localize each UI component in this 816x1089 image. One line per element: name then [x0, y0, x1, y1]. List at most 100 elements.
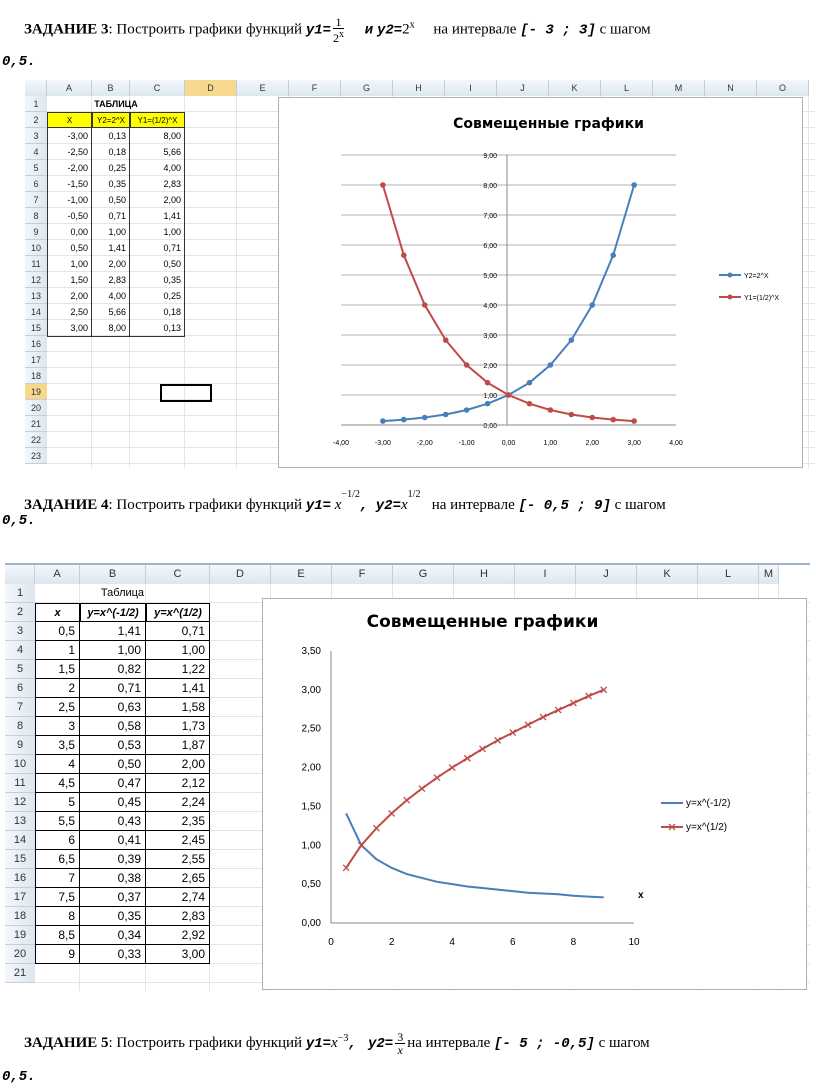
- row-header-8[interactable]: 8: [25, 208, 47, 224]
- column-header-O[interactable]: O: [757, 80, 809, 96]
- row-header-11[interactable]: 11: [5, 774, 35, 793]
- data-point: [442, 337, 449, 343]
- row-header-20[interactable]: 20: [25, 400, 47, 416]
- column-header-D[interactable]: D: [185, 80, 237, 96]
- column-header-D[interactable]: D: [210, 565, 271, 584]
- row-header-21[interactable]: 21: [5, 964, 35, 983]
- row-header-6[interactable]: 6: [25, 176, 47, 192]
- row-header-16[interactable]: 16: [5, 869, 35, 888]
- column-header-C[interactable]: C: [146, 565, 210, 584]
- row-header-3[interactable]: 3: [25, 128, 47, 144]
- table-2-cell: 2,74: [146, 888, 210, 907]
- data-point: [547, 362, 554, 368]
- row-header-4[interactable]: 4: [25, 144, 47, 160]
- row-header-20[interactable]: 20: [5, 945, 35, 964]
- column-header-N[interactable]: N: [705, 80, 757, 96]
- column-header-K[interactable]: K: [637, 565, 698, 584]
- row-header-8[interactable]: 8: [5, 717, 35, 736]
- row-header-19[interactable]: 19: [5, 926, 35, 945]
- row-header-1[interactable]: 1: [5, 584, 35, 603]
- row-header-22[interactable]: 22: [25, 432, 47, 448]
- x-tick-label: 10: [628, 937, 640, 948]
- column-header-G[interactable]: G: [341, 80, 393, 96]
- row-header-18[interactable]: 18: [5, 907, 35, 926]
- row-header-14[interactable]: 14: [5, 831, 35, 850]
- row-header-4[interactable]: 4: [5, 641, 35, 660]
- column-header-M[interactable]: M: [653, 80, 705, 96]
- column-header-F[interactable]: F: [332, 565, 393, 584]
- column-header-L[interactable]: L: [601, 80, 653, 96]
- row-header-6[interactable]: 6: [5, 679, 35, 698]
- row-header-7[interactable]: 7: [5, 698, 35, 717]
- row-header-14[interactable]: 14: [25, 304, 47, 320]
- data-point: [372, 824, 380, 832]
- table-1-header-0: X: [47, 112, 92, 128]
- column-header-L[interactable]: L: [698, 565, 759, 584]
- row-header-13[interactable]: 13: [5, 812, 35, 831]
- column-header-B[interactable]: B: [80, 565, 146, 584]
- table-2-cell: 0,58: [80, 717, 146, 736]
- y-tick-label: 1,00: [302, 840, 322, 851]
- selected-cell-d19[interactable]: [160, 384, 212, 402]
- row-header-17[interactable]: 17: [5, 888, 35, 907]
- task4-heading: ЗАДАНИЕ 4: Построить графики функций y1=…: [24, 489, 666, 514]
- row-header-10[interactable]: 10: [5, 755, 35, 774]
- row-header-5[interactable]: 5: [25, 160, 47, 176]
- table-2-cell: 0,33: [80, 945, 146, 964]
- column-header-M[interactable]: M: [759, 565, 779, 584]
- column-header-A[interactable]: A: [35, 565, 80, 584]
- row-header-12[interactable]: 12: [25, 272, 47, 288]
- row-header-17[interactable]: 17: [25, 352, 47, 368]
- row-header-1[interactable]: 1: [25, 96, 47, 112]
- column-header-J[interactable]: J: [576, 565, 637, 584]
- row-header-23[interactable]: 23: [25, 448, 47, 464]
- y-tick-label: 3,00: [302, 685, 322, 696]
- row-header-5[interactable]: 5: [5, 660, 35, 679]
- row-header-16[interactable]: 16: [25, 336, 47, 352]
- column-header-B[interactable]: B: [92, 80, 130, 96]
- row-header-19[interactable]: 19: [25, 384, 47, 400]
- data-point: [484, 379, 491, 386]
- table-1-cell: 1,00: [92, 224, 130, 240]
- column-header-A[interactable]: A: [47, 80, 92, 96]
- table-2-cell: 1: [35, 641, 80, 660]
- table-1-cell: 0,35: [92, 176, 130, 192]
- row-header-7[interactable]: 7: [25, 192, 47, 208]
- data-point: [585, 692, 593, 700]
- table-1-cell: -2,50: [47, 144, 92, 160]
- row-header-9[interactable]: 9: [25, 224, 47, 240]
- row-header-15[interactable]: 15: [25, 320, 47, 336]
- row-header-15[interactable]: 15: [5, 850, 35, 869]
- data-point: [526, 379, 533, 386]
- row-header-3[interactable]: 3: [5, 622, 35, 641]
- column-header-E[interactable]: E: [271, 565, 332, 584]
- y-tick-label: 0,00: [483, 423, 497, 430]
- row-header-13[interactable]: 13: [25, 288, 47, 304]
- column-header-C[interactable]: C: [130, 80, 185, 96]
- column-header-F[interactable]: F: [289, 80, 341, 96]
- table-2-title: Таблица: [100, 587, 145, 599]
- column-header-J[interactable]: J: [497, 80, 549, 96]
- column-header-H[interactable]: H: [454, 565, 515, 584]
- column-header-H[interactable]: H: [393, 80, 445, 96]
- corner-select-all[interactable]: [25, 80, 47, 96]
- column-header-I[interactable]: I: [445, 80, 497, 96]
- column-header-G[interactable]: G: [393, 565, 454, 584]
- column-header-I[interactable]: I: [515, 565, 576, 584]
- row-header-9[interactable]: 9: [5, 736, 35, 755]
- series-line-0: [345, 812, 604, 899]
- series-line-0: [382, 184, 636, 423]
- row-header-10[interactable]: 10: [25, 240, 47, 256]
- corner-select-all[interactable]: [5, 565, 35, 584]
- row-header-21[interactable]: 21: [25, 416, 47, 432]
- table-2-header-0: x: [35, 603, 80, 622]
- column-header-K[interactable]: K: [549, 80, 601, 96]
- row-header-11[interactable]: 11: [25, 256, 47, 272]
- table-1-cell: 2,50: [47, 304, 92, 320]
- row-header-12[interactable]: 12: [5, 793, 35, 812]
- row-header-18[interactable]: 18: [25, 368, 47, 384]
- row-header-2[interactable]: 2: [5, 603, 35, 622]
- column-header-E[interactable]: E: [237, 80, 289, 96]
- row-header-2[interactable]: 2: [25, 112, 47, 128]
- data-point: [388, 809, 396, 817]
